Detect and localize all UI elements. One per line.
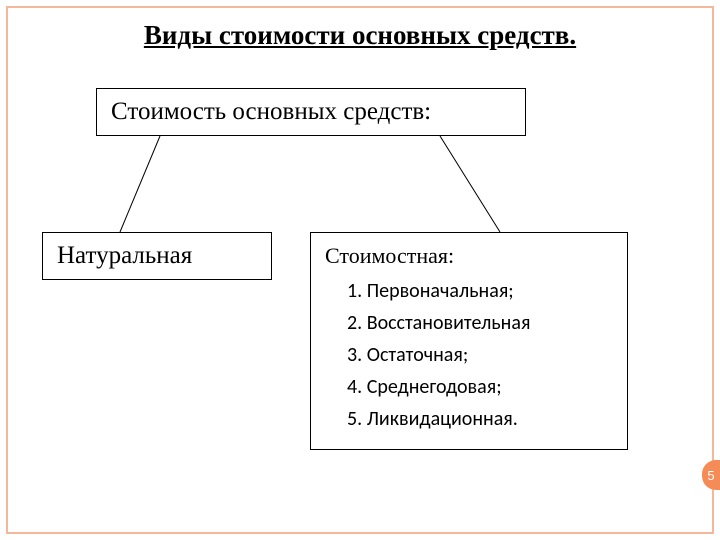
left-box: Натуральная (42, 232, 272, 280)
list-item: 1. Первоначальная; (325, 275, 613, 307)
list-item: 2. Восстановительная (325, 307, 613, 339)
right-box: Стоимостная: 1. Первоначальная;2. Восста… (310, 232, 628, 450)
connector-left (120, 136, 160, 232)
left-box-label: Натуральная (57, 242, 192, 270)
connector-right (440, 136, 500, 232)
page-number: 5 (707, 468, 714, 483)
list-item: 3. Остаточная; (325, 339, 613, 371)
right-box-heading: Стоимостная: (325, 243, 613, 269)
list-item: 4. Среднегодовая; (325, 371, 613, 403)
list-item: 5. Ликвидационная. (325, 403, 613, 435)
right-box-list: 1. Первоначальная;2. Восстановительная3.… (325, 275, 613, 435)
